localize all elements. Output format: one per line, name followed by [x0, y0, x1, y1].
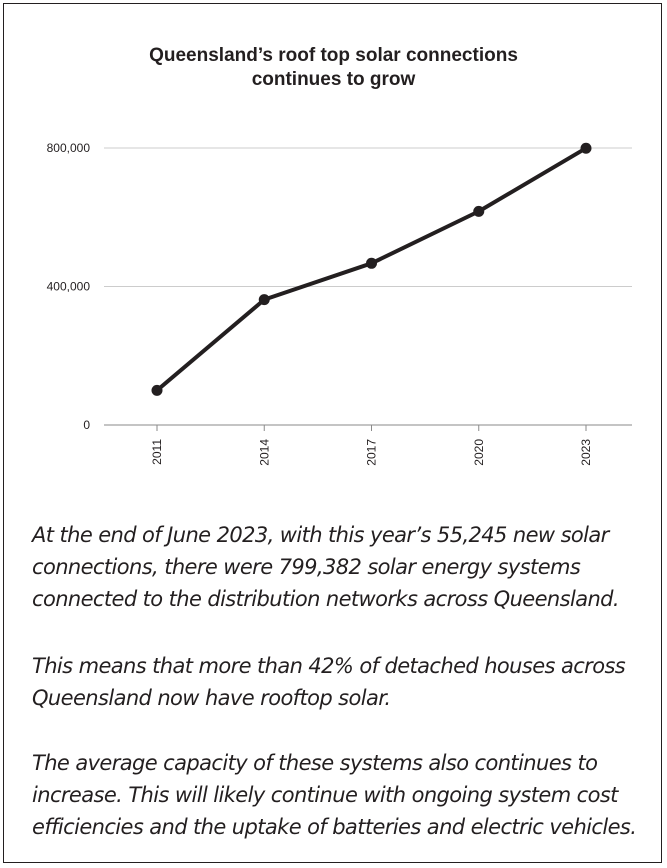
- series-line: [155, 146, 588, 393]
- y-tick-label: 0: [83, 418, 90, 432]
- caption-1-line-1: At the end of June 2023, with this year’…: [32, 523, 609, 547]
- y-tick-label: 800,000: [47, 141, 91, 155]
- series-layer: [151, 142, 592, 396]
- data-point: [473, 205, 485, 217]
- data-point: [151, 384, 163, 396]
- data-point: [258, 294, 270, 306]
- caption-3-line-1: The average capacity of these systems al…: [32, 751, 598, 775]
- caption-paragraph-3: The average capacity of these systems al…: [32, 747, 652, 843]
- caption-1-line-3: connected to the distribution networks a…: [32, 587, 620, 611]
- data-point: [366, 257, 377, 269]
- data-point: [580, 142, 592, 154]
- caption-1-line-2: connections, there were 799,382 solar en…: [32, 555, 581, 579]
- x-tick-label: 2011: [150, 439, 164, 465]
- chart-title-line-1: Queensland’s roof top solar connections: [149, 45, 518, 66]
- y-tick-labels: 0 400,000 800,000: [47, 141, 91, 432]
- caption-2-line-1: This means that more than 42% of detache…: [32, 654, 626, 678]
- chart-title: Queensland’s roof top solar connections …: [0, 44, 667, 92]
- caption-3-line-2: increase. This will likely continue with…: [32, 783, 618, 807]
- caption-3-line-3: efficiencies and the uptake of batteries…: [32, 815, 637, 839]
- grid-lines: [104, 147, 632, 431]
- x-tick-label: 2020: [472, 439, 486, 466]
- x-tick-labels: 2011 2014 2017 2020 2023: [150, 439, 593, 466]
- caption-paragraph-1: At the end of June 2023, with this year’…: [32, 519, 652, 615]
- caption-2-line-2: Queensland now have rooftop solar.: [32, 686, 391, 710]
- chart-title-line-2: continues to grow: [251, 69, 416, 90]
- x-tick-label: 2017: [365, 439, 379, 466]
- caption-paragraph-2: This means that more than 42% of detache…: [32, 650, 652, 714]
- x-tick-label: 2014: [257, 439, 271, 466]
- y-tick-label: 400,000: [47, 280, 91, 294]
- line-chart: 0 400,000 800,000 2011 2014 2017 2020 2023: [47, 141, 632, 466]
- x-tick-label: 2023: [579, 439, 593, 466]
- figure-frame: [3, 3, 662, 863]
